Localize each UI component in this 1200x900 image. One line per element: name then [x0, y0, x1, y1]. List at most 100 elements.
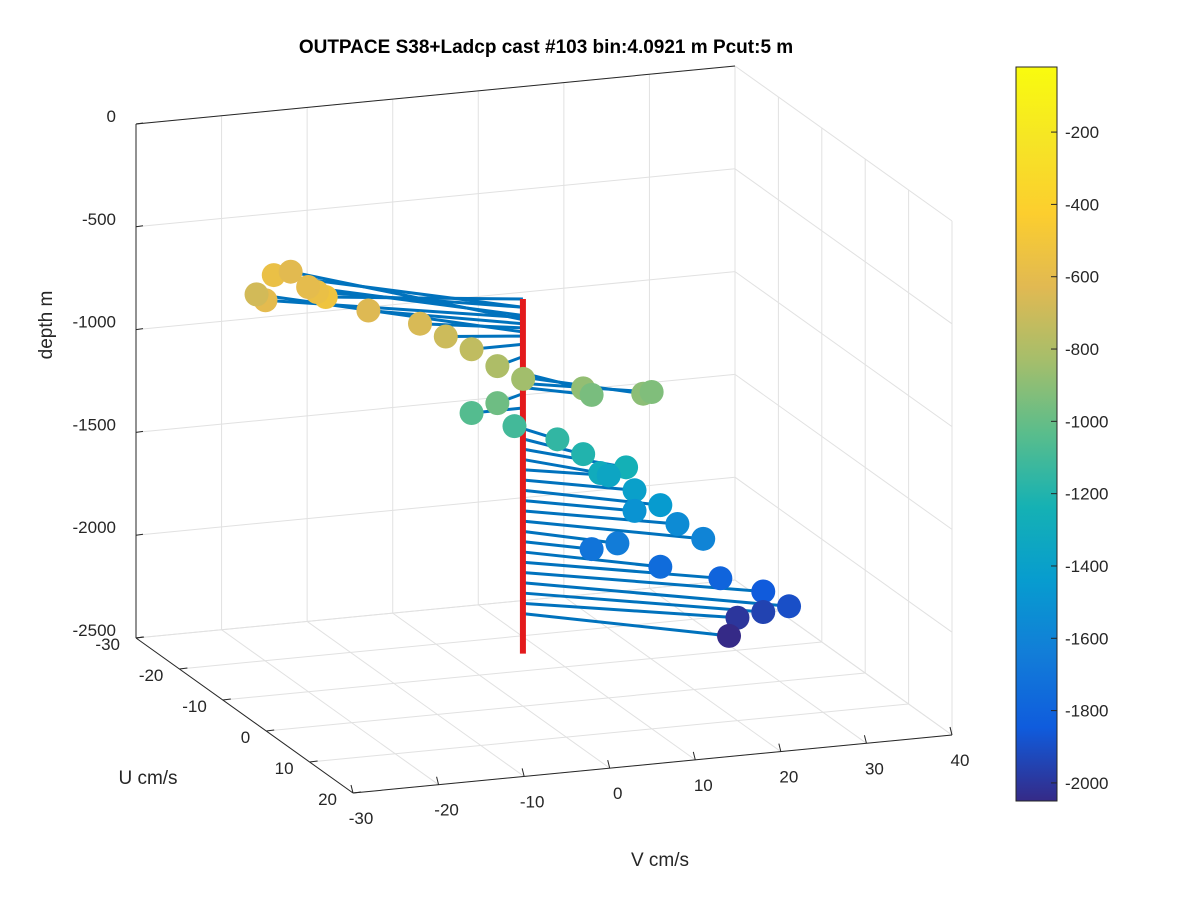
y-tick — [692, 751, 696, 760]
y-tick — [778, 743, 782, 752]
box-edge — [135, 65, 736, 125]
data-point — [622, 478, 647, 503]
colorbar-tick-label: -600 — [1065, 268, 1099, 287]
velocity-stick — [522, 499, 635, 513]
velocity-sticks — [256, 270, 790, 654]
y-tick-label: 20 — [779, 768, 798, 787]
colorbar: -200 -400 -600 -800 -1000 -1200 -1400 -1600 -180… — [1015, 66, 1108, 802]
y-tick-label: -10 — [520, 792, 545, 811]
y-axis-label: V cm/s — [631, 850, 689, 871]
colorbar-tick-label: -1000 — [1065, 412, 1108, 431]
y-tick — [350, 784, 354, 794]
velocity-stick — [522, 601, 738, 620]
data-points — [244, 259, 802, 648]
velocity-stick — [522, 478, 635, 492]
data-point — [485, 354, 510, 379]
x-tick-label: -10 — [182, 697, 207, 716]
x-tick-label: -30 — [95, 635, 120, 654]
x-tick — [352, 791, 362, 794]
y-tick — [607, 760, 611, 769]
data-point — [596, 463, 621, 488]
chart-title: OUTPACE S38+Ladcp cast #103 bin:4.0921 m… — [299, 37, 793, 58]
data-point — [571, 442, 596, 467]
grid-line — [135, 373, 736, 433]
y-tick-label: 40 — [951, 751, 970, 770]
colorbar-tick-label: -2000 — [1065, 774, 1108, 793]
grid-line — [477, 604, 696, 761]
data-point — [296, 275, 321, 300]
data-point — [622, 498, 647, 523]
data-point — [459, 337, 484, 362]
colorbar-tick-label: -1800 — [1065, 702, 1108, 721]
x-tick — [309, 760, 318, 763]
velocity-stick — [522, 529, 618, 545]
data-point — [639, 380, 664, 405]
data-point — [545, 427, 570, 452]
colorbar-tick-label: -1400 — [1065, 557, 1108, 576]
colorbar-fill — [1015, 66, 1058, 802]
colorbar-tick-label: -1600 — [1065, 629, 1108, 648]
z-tick — [135, 328, 144, 331]
x-tick — [266, 729, 275, 732]
z-tick-label: -2500 — [73, 621, 116, 640]
z-tick — [135, 533, 144, 536]
data-point — [511, 366, 536, 391]
velocity-stick — [522, 591, 764, 614]
grid-line — [734, 373, 953, 530]
velocity-stick — [419, 322, 523, 330]
axes: 0 -500 -1000 -1500 -2000 -2500-30 -20 -10 0 10 20 -… — [73, 65, 970, 828]
z-tick-label: 0 — [107, 107, 116, 126]
colorbar-tick-label: -800 — [1065, 340, 1099, 359]
grid-line — [306, 621, 525, 777]
data-point — [407, 311, 432, 336]
y-tick-label: -20 — [434, 801, 459, 820]
velocity-stick — [522, 519, 704, 541]
grid-line — [309, 703, 909, 763]
colorbar-tick-label: -1200 — [1065, 485, 1108, 504]
data-point — [665, 512, 690, 537]
velocity-stick — [522, 457, 601, 475]
velocity-stick — [522, 560, 721, 580]
z-tick — [135, 430, 144, 433]
data-point — [579, 382, 604, 407]
y-tick — [521, 768, 525, 777]
grid-line — [734, 65, 953, 222]
z-tick-label: -1000 — [73, 313, 116, 332]
velocity-stick — [522, 509, 678, 526]
z-tick-label: -500 — [82, 210, 116, 229]
grid — [135, 65, 953, 794]
grid-line — [734, 168, 953, 325]
data-point — [579, 537, 604, 562]
data-point — [648, 554, 673, 579]
z-tick-label: -2000 — [73, 518, 116, 537]
data-point — [751, 579, 776, 604]
colorbar-tick-label: -200 — [1065, 123, 1099, 142]
y-tick — [436, 776, 440, 785]
y-tick-label: 30 — [865, 759, 884, 778]
data-point — [278, 259, 303, 284]
grid-line — [266, 672, 866, 732]
grid-line — [135, 579, 736, 639]
grid-line — [135, 168, 736, 228]
colorbar-tick-label: -400 — [1065, 195, 1099, 214]
velocity-stick — [290, 270, 524, 322]
velocity-stick — [522, 581, 790, 608]
x-tick-label: 10 — [275, 759, 294, 778]
data-point — [485, 391, 510, 416]
data-point — [356, 298, 381, 323]
x-axis-line — [135, 637, 354, 794]
y-tick-label: 0 — [613, 784, 622, 803]
grid-line — [179, 610, 779, 670]
data-point — [708, 566, 733, 591]
z-tick-label: -1500 — [73, 415, 116, 434]
grid-line — [734, 476, 953, 633]
y-axis-line — [352, 734, 953, 794]
data-point — [751, 600, 776, 625]
grid-line — [221, 629, 439, 786]
data-point — [244, 282, 269, 307]
data-point — [502, 414, 527, 439]
data-point — [459, 400, 484, 425]
x-tick-label: 0 — [241, 728, 250, 747]
x-axis-label: U cm/s — [118, 768, 177, 789]
